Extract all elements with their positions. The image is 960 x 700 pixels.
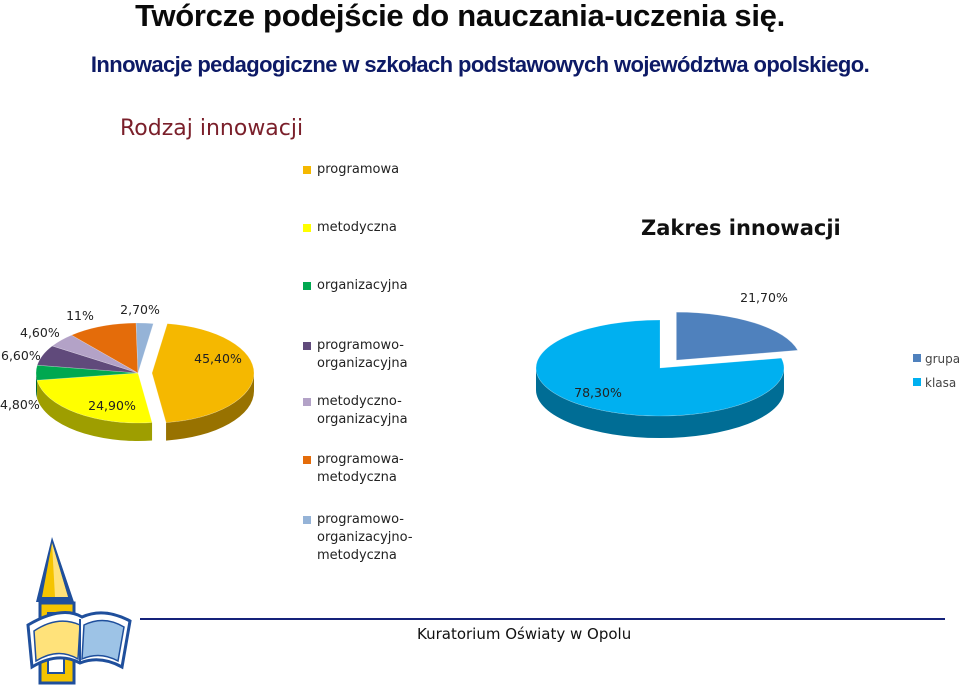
pie2-data-label-1: 78,30% [574,385,622,400]
pie1-data-label-0: 45,40% [194,351,242,366]
pie1-slice-1 [36,372,153,424]
page-title: Twórcze podejście do nauczania-uczenia s… [135,0,785,33]
legend1-label-0: programowa [317,162,400,177]
legend1-label-5: programowa-metodyczna [317,452,404,485]
legend1-swatch-1 [303,224,311,232]
pie2-slice-1 [535,319,785,417]
pie1-slice-2 [35,364,139,381]
legend1-swatch-4 [303,398,311,406]
pie1-data-label-4: 4,60% [20,325,60,340]
legend2-swatch-1 [913,378,921,386]
legend1-swatch-0 [303,166,311,174]
pie1-data-label-2: 4,80% [0,397,40,412]
pie1-slice-5 [70,322,139,374]
pie1-slice-4 [51,334,139,374]
pie1-slice-1-side [37,380,153,441]
pie1-slice-0 [151,323,255,423]
legend2-label-1: klasa [925,376,957,390]
legend1-label-6: programowo-organizacyjno-metodyczna [317,512,413,563]
pie1-slice-2-side [36,373,38,399]
legend1-label-1: metodyczna [317,220,397,235]
page-subtitle: Innowacje pedagogiczne w szkołach podsta… [90,52,870,77]
legend1-label-4: metodyczno-organizacyjna [317,394,408,427]
pie1-data-label-6: 2,70% [120,302,160,317]
legend2-swatch-0 [913,354,921,362]
pie1-slice-0-side [166,373,254,441]
pie2-slice-1-side [536,368,784,438]
chart-title-rodzaj: Rodzaj innowacji [120,116,304,141]
legend2-label-0: grupa [925,352,960,366]
legend1-label-3: programowo-organizacyjna [317,338,408,371]
pie2-data-label-0: 21,70% [740,290,788,305]
pie1-slice-3 [36,345,139,374]
pie1-slice-6 [135,322,154,374]
footer-text: Kuratorium Oświaty w Opolu [417,625,632,643]
pie2-slice-0 [676,311,799,361]
legend1-swatch-6 [303,516,311,524]
legend1-swatch-3 [303,342,311,350]
pie1-data-label-5: 11% [66,308,94,323]
kuratorium-logo-icon [26,537,132,685]
pie1-data-label-3: 6,60% [1,348,41,363]
legend1-swatch-5 [303,456,311,464]
legend1-label-2: organizacyjna [317,278,408,293]
legend1-swatch-2 [303,282,311,290]
chart-title-zakres: Zakres innowacji [641,216,841,240]
pie1-data-label-1: 24,90% [88,398,136,413]
footer-divider [140,618,945,620]
